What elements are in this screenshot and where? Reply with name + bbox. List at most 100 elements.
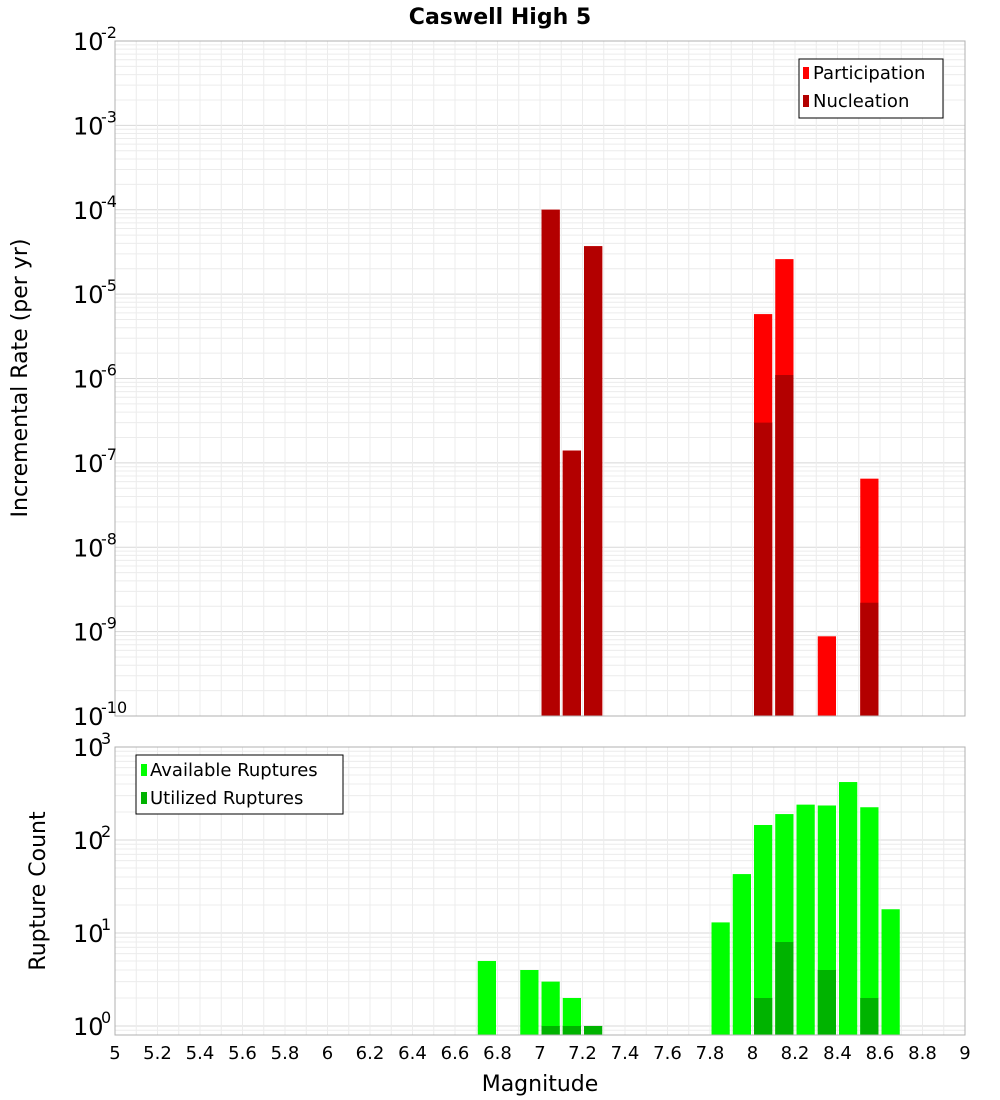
count-bar-available-ruptures (881, 909, 900, 1035)
count-bar-utilized-ruptures (754, 997, 773, 1035)
x-tick-label: 7.2 (568, 1043, 597, 1064)
rate-y-tick: 10-10 (73, 698, 127, 731)
rate-y-tick-base: 10 (73, 703, 104, 731)
x-tick-label: 5.6 (228, 1043, 257, 1064)
participation-legend-swatch (803, 67, 809, 79)
rate-y-tick-base: 10 (73, 281, 104, 309)
available-ruptures-legend-swatch (141, 764, 147, 776)
rate-y-tick-exponent: -10 (101, 698, 127, 717)
rate-y-tick-exponent: -6 (101, 361, 117, 380)
rate-y-tick-exponent: -7 (101, 445, 117, 464)
nucleation-legend-label: Nucleation (813, 91, 909, 112)
rate-bar-nucleation (541, 209, 560, 716)
count-y-tick-exponent: 3 (101, 729, 111, 748)
count-y-tick-exponent: 0 (101, 1008, 111, 1027)
count-y-tick-base: 10 (73, 827, 104, 855)
count-plot-frame (114, 746, 966, 1036)
count-y-tick: 102 (73, 822, 111, 855)
rate-bar-nucleation (775, 375, 794, 716)
rate-gridlines (114, 40, 966, 717)
x-tick-labels: 5 5.2 5.4 5.6 5.8 6 6.2 6.4 6.6 6.8 7 7.2 7.4 7.6 7.8 8… (109, 1043, 970, 1064)
rate-bars (541, 209, 879, 716)
rate-y-tick-exponent: -5 (101, 276, 117, 295)
rate-plot-frame (114, 40, 966, 717)
x-tick-label: 6.4 (398, 1043, 427, 1064)
rate-y-tick-exponent: -4 (101, 192, 117, 211)
rate-y-tick-base: 10 (73, 366, 104, 394)
rate-y-tick-base: 10 (73, 534, 104, 562)
x-tick-label: 6.6 (441, 1043, 470, 1064)
rate-y-tick-base: 10 (73, 112, 104, 140)
count-bar-available-ruptures (520, 969, 539, 1035)
count-y-tick: 103 (73, 729, 111, 762)
x-tick-label: 9 (959, 1043, 970, 1064)
rate-y-axis-label: Incremental Rate (per yr) (8, 239, 33, 518)
rate-bar-nucleation (754, 422, 773, 716)
count-y-tick: 101 (73, 915, 111, 948)
count-legend: Available Ruptures Utilized Ruptures (135, 754, 344, 815)
x-tick-label: 5.2 (143, 1043, 172, 1064)
count-bar-utilized-ruptures (775, 942, 794, 1035)
count-bar-available-ruptures (732, 874, 751, 1035)
rate-y-tick-base: 10 (73, 197, 104, 225)
x-tick-label: 8.6 (866, 1043, 895, 1064)
rate-y-tick: 10-9 (73, 614, 117, 647)
count-y-tick-exponent: 1 (101, 915, 111, 934)
x-tick-label: 6 (322, 1043, 333, 1064)
count-bar-utilized-ruptures (860, 997, 879, 1035)
rate-y-tick-exponent: -2 (101, 23, 117, 42)
count-y-tick-base: 10 (73, 920, 104, 948)
x-tick-label: 8.8 (908, 1043, 937, 1064)
count-bar-utilized-ruptures (562, 1025, 581, 1035)
rate-y-tick-exponent: -9 (101, 614, 117, 633)
utilized-ruptures-legend-swatch (141, 792, 147, 804)
count-bar-available-ruptures (477, 960, 496, 1035)
count-bar-utilized-ruptures (817, 969, 836, 1035)
count-bar-utilized-ruptures (584, 1025, 603, 1035)
chart-title: Caswell High 5 (409, 5, 591, 30)
available-ruptures-legend-label: Available Ruptures (150, 760, 318, 781)
x-tick-label: 8.2 (781, 1043, 810, 1064)
count-bars (477, 782, 900, 1035)
x-tick-label: 5.4 (186, 1043, 215, 1064)
count-y-tick-base: 10 (73, 1013, 104, 1041)
count-y-tick-exponent: 2 (101, 822, 111, 841)
rate-y-tick: 10-7 (73, 445, 117, 478)
x-tick-label: 8.4 (823, 1043, 852, 1064)
rate-y-tick: 10-3 (73, 107, 117, 140)
count-legend-box (135, 754, 344, 815)
count-y-axis-label: Rupture Count (26, 811, 51, 971)
rate-y-tick: 10-5 (73, 276, 117, 309)
x-tick-label: 7 (534, 1043, 545, 1064)
rate-legend-box (798, 58, 944, 119)
count-bar-available-ruptures (860, 807, 879, 1035)
count-y-tick: 100 (73, 1008, 111, 1041)
count-y-tick-base: 10 (73, 734, 104, 762)
rate-y-tick: 10-6 (73, 361, 117, 394)
x-tick-label: 7.8 (696, 1043, 725, 1064)
count-bar-utilized-ruptures (541, 1025, 560, 1035)
count-bar-available-ruptures (754, 824, 773, 1035)
x-tick-label: 7.4 (611, 1043, 640, 1064)
rate-y-tick-exponent: -8 (101, 529, 117, 548)
x-axis-label: Magnitude (482, 1072, 599, 1097)
rate-bar-nucleation (562, 450, 581, 716)
rate-y-tick: 10-4 (73, 192, 117, 225)
rate-y-tick-base: 10 (73, 28, 104, 56)
count-bar-available-ruptures (711, 922, 730, 1035)
nucleation-legend-swatch (803, 95, 809, 107)
count-bar-available-ruptures (562, 997, 581, 1035)
rate-bar-nucleation (584, 246, 603, 716)
rate-y-tick-exponent: -3 (101, 107, 117, 126)
count-bar-available-ruptures (839, 782, 858, 1035)
rate-bar-nucleation (860, 602, 879, 716)
x-tick-label: 6.2 (356, 1043, 385, 1064)
count-bar-available-ruptures (541, 981, 560, 1035)
rate-legend: Participation Nucleation (798, 58, 944, 119)
x-tick-label: 6.8 (483, 1043, 512, 1064)
